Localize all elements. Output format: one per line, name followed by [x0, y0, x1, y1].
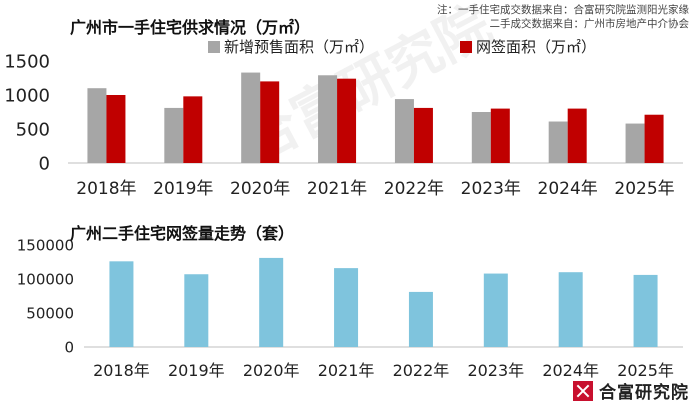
- chart1-xtick: 2025年: [614, 179, 674, 199]
- chart2-bar-resale: [109, 261, 134, 347]
- source-note-resale: 二手成交数据来自：广州市房地产中介协会: [489, 18, 690, 30]
- brand-logo: 合富研究院: [573, 378, 689, 403]
- source-note-new-homes: 注：一手住宅成交数据来自：合富研究院监测阳光家缘: [437, 4, 689, 16]
- chart2-xtick: 2021年: [318, 361, 375, 380]
- chart1-bar-signed: [490, 108, 510, 163]
- chart1-bar-presale: [164, 107, 184, 163]
- chart1-bar-signed: [260, 81, 280, 163]
- chart1-xtick: 2023年: [461, 179, 521, 199]
- legend-label-signed: 网签面积（万㎡）: [476, 38, 596, 56]
- chart1-bar-presale: [625, 123, 645, 163]
- chart1-bar-signed: [644, 114, 664, 163]
- chart1-bar-signed: [337, 78, 357, 163]
- chart2-title: 广州二手住宅网签量走势（套）: [70, 224, 295, 243]
- chart2-xtick: 2019年: [168, 361, 225, 380]
- chart1-ytick: 0: [39, 153, 50, 174]
- chart2-xtick: 2020年: [243, 361, 300, 380]
- chart2-bar-resale: [259, 257, 284, 347]
- chart1-bar-presale: [471, 112, 491, 163]
- chart1-xtick: 2018年: [76, 179, 136, 199]
- chart2-bar-resale: [633, 274, 658, 347]
- logo-text: 合富研究院: [599, 383, 689, 403]
- chart1-xtick: 2020年: [230, 179, 290, 199]
- chart2-xtick: 2024年: [542, 361, 599, 380]
- chart2-bar-resale: [483, 273, 508, 347]
- legend-swatch-signed: [460, 41, 472, 53]
- legend-swatch-presale: [208, 41, 220, 53]
- chart1-bar-signed: [106, 95, 126, 163]
- chart1-xtick: 2019年: [153, 179, 213, 199]
- chart1-bar-signed: [413, 107, 433, 163]
- chart2-bar-resale: [334, 268, 359, 347]
- chart2-bar-resale: [558, 272, 583, 347]
- chart1-ytick: 1500: [4, 51, 50, 72]
- chart1-title: 广州市一手住宅供求情况（万㎡）: [70, 18, 311, 37]
- chart2-bar-resale: [408, 291, 433, 347]
- chart1-xtick: 2022年: [384, 179, 444, 199]
- chart2-xtick: 2025年: [617, 361, 674, 380]
- chart1-xtick: 2021年: [307, 179, 367, 199]
- chart1-bar-signed: [183, 96, 203, 163]
- chart1-xtick: 2024年: [538, 179, 598, 199]
- chart2-xtick: 2022年: [393, 361, 450, 380]
- chart2-xtick: 2023年: [467, 361, 524, 380]
- chart2-ytick: 150000: [17, 236, 74, 254]
- chart2-xtick: 2018年: [93, 361, 150, 380]
- chart1-bar-presale: [394, 99, 414, 163]
- chart1-bar-presale: [318, 75, 338, 163]
- chart2-bar-resale: [184, 274, 209, 347]
- chart1-bar-presale: [87, 88, 107, 163]
- logo-icon: [573, 380, 593, 401]
- chart1-bar-signed: [567, 108, 587, 163]
- chart2-ytick: 50000: [26, 304, 74, 322]
- chart1-bar-presale: [548, 121, 568, 163]
- chart1-bar-presale: [241, 72, 261, 163]
- legend-label-presale: 新增预售面积（万㎡）: [224, 38, 374, 56]
- chart1-ytick: 500: [16, 119, 50, 140]
- chart1-ytick: 1000: [4, 85, 50, 106]
- chart2-ytick: 100000: [17, 270, 74, 288]
- chart2-ytick: 0: [64, 338, 74, 356]
